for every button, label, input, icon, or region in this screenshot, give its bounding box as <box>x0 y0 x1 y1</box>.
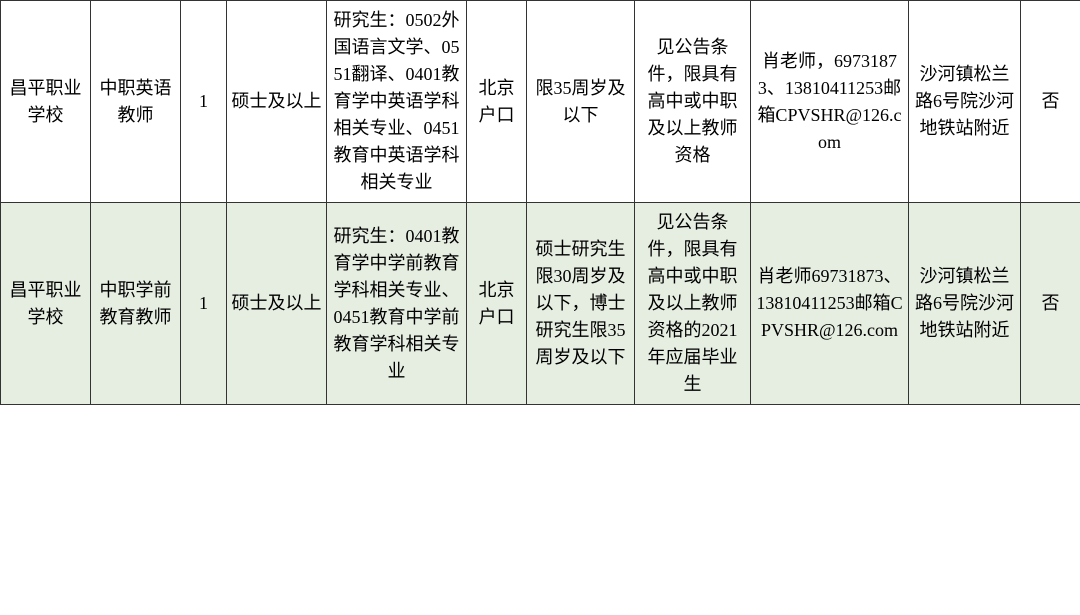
cell-school: 昌平职业学校 <box>1 203 91 405</box>
cell-hukou: 北京户口 <box>467 1 527 203</box>
cell-flag: 否 <box>1021 203 1080 405</box>
cell-degree: 硕士及以上 <box>227 203 327 405</box>
cell-flag: 否 <box>1021 1 1080 203</box>
cell-age: 硕士研究生限30周岁及以下，博士研究生限35周岁及以下 <box>527 203 635 405</box>
cell-hukou: 北京户口 <box>467 203 527 405</box>
cell-position: 中职英语教师 <box>91 1 181 203</box>
cell-major: 研究生：0401教育学中学前教育学科相关专业、0451教育中学前教育学科相关专业 <box>327 203 467 405</box>
cell-contact: 肖老师69731873、13810411253邮箱CPVSHR@126.com <box>751 203 909 405</box>
table-row: 昌平职业学校 中职英语教师 1 硕士及以上 研究生：0502外国语言文学、055… <box>1 1 1080 203</box>
recruitment-table: 昌平职业学校 中职英语教师 1 硕士及以上 研究生：0502外国语言文学、055… <box>0 0 1080 405</box>
cell-contact: 肖老师，69731873、13810411253邮箱CPVSHR@126.com <box>751 1 909 203</box>
cell-address: 沙河镇松兰路6号院沙河地铁站附近 <box>909 1 1021 203</box>
cell-requirement: 见公告条件，限具有高中或中职及以上教师资格的2021年应届毕业生 <box>635 203 751 405</box>
cell-position: 中职学前教育教师 <box>91 203 181 405</box>
table-row: 昌平职业学校 中职学前教育教师 1 硕士及以上 研究生：0401教育学中学前教育… <box>1 203 1080 405</box>
cell-requirement: 见公告条件，限具有高中或中职及以上教师资格 <box>635 1 751 203</box>
cell-count: 1 <box>181 203 227 405</box>
cell-major: 研究生：0502外国语言文学、0551翻译、0401教育学中英语学科相关专业、0… <box>327 1 467 203</box>
cell-degree: 硕士及以上 <box>227 1 327 203</box>
cell-age: 限35周岁及以下 <box>527 1 635 203</box>
cell-address: 沙河镇松兰路6号院沙河地铁站附近 <box>909 203 1021 405</box>
cell-count: 1 <box>181 1 227 203</box>
cell-school: 昌平职业学校 <box>1 1 91 203</box>
